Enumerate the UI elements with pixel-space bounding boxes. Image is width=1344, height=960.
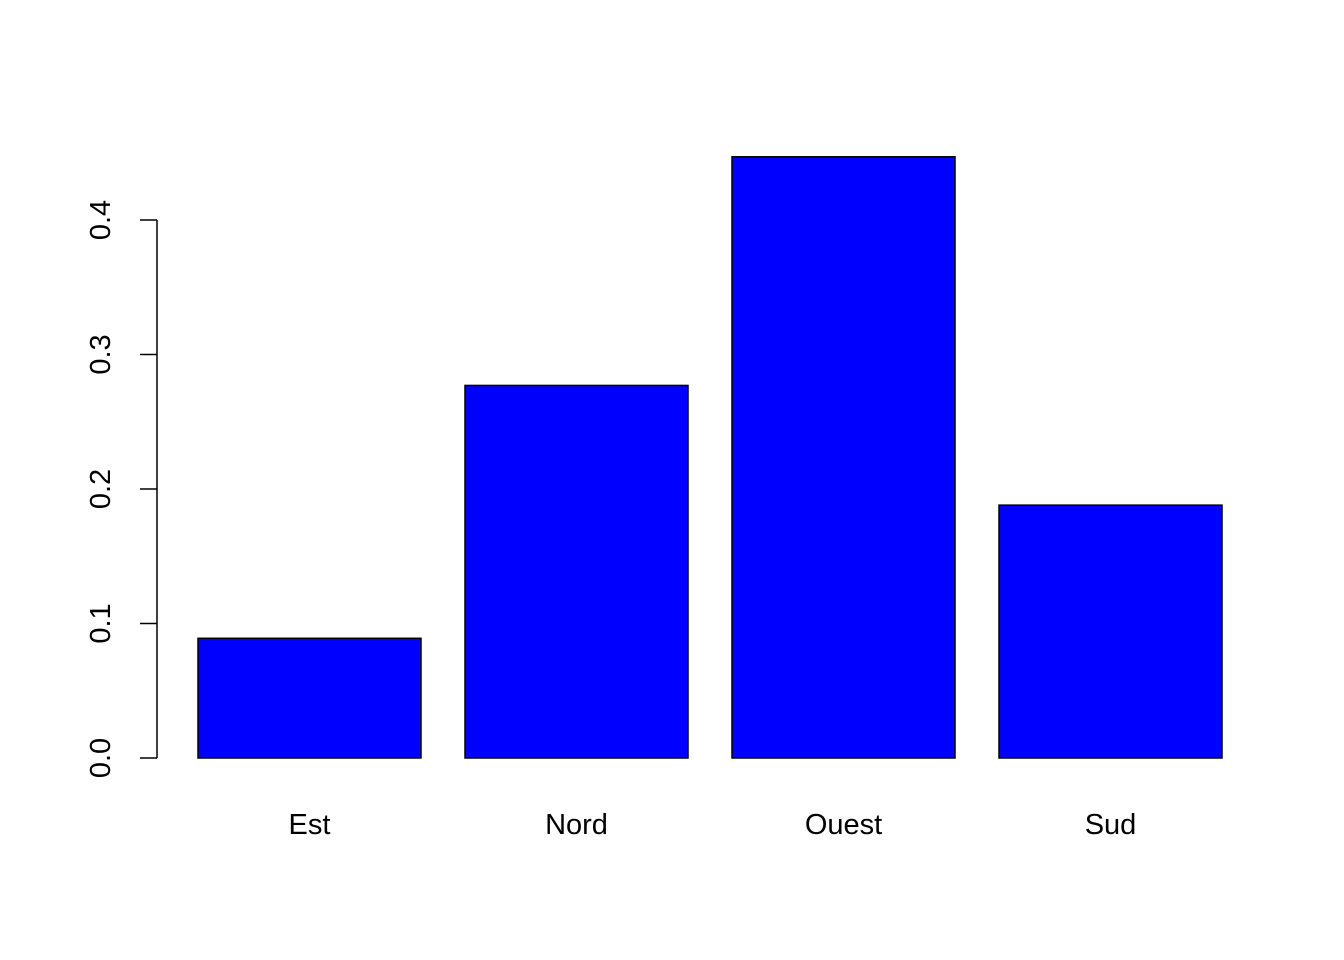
- x-category-label: Sud: [1085, 809, 1137, 841]
- x-axis-labels: Est Nord Ouest Sud: [289, 809, 1137, 841]
- y-tick-label: 0.1: [85, 603, 117, 643]
- y-axis: 0.0 0.1 0.2 0.3 0.4: [85, 200, 158, 778]
- y-tick-label: 0.2: [85, 469, 117, 509]
- bar-ouest: [731, 156, 956, 759]
- y-tick-label: 0.0: [85, 738, 117, 778]
- y-tick-label: 0.3: [85, 334, 117, 374]
- bar-sud: [998, 504, 1223, 759]
- bar-nord: [464, 384, 689, 759]
- y-tick-label: 0.4: [85, 200, 117, 240]
- x-category-label: Nord: [545, 809, 608, 841]
- x-category-label: Est: [289, 809, 331, 841]
- x-category-label: Ouest: [805, 809, 882, 841]
- bar-est: [197, 637, 422, 759]
- bars-group: [197, 156, 1223, 759]
